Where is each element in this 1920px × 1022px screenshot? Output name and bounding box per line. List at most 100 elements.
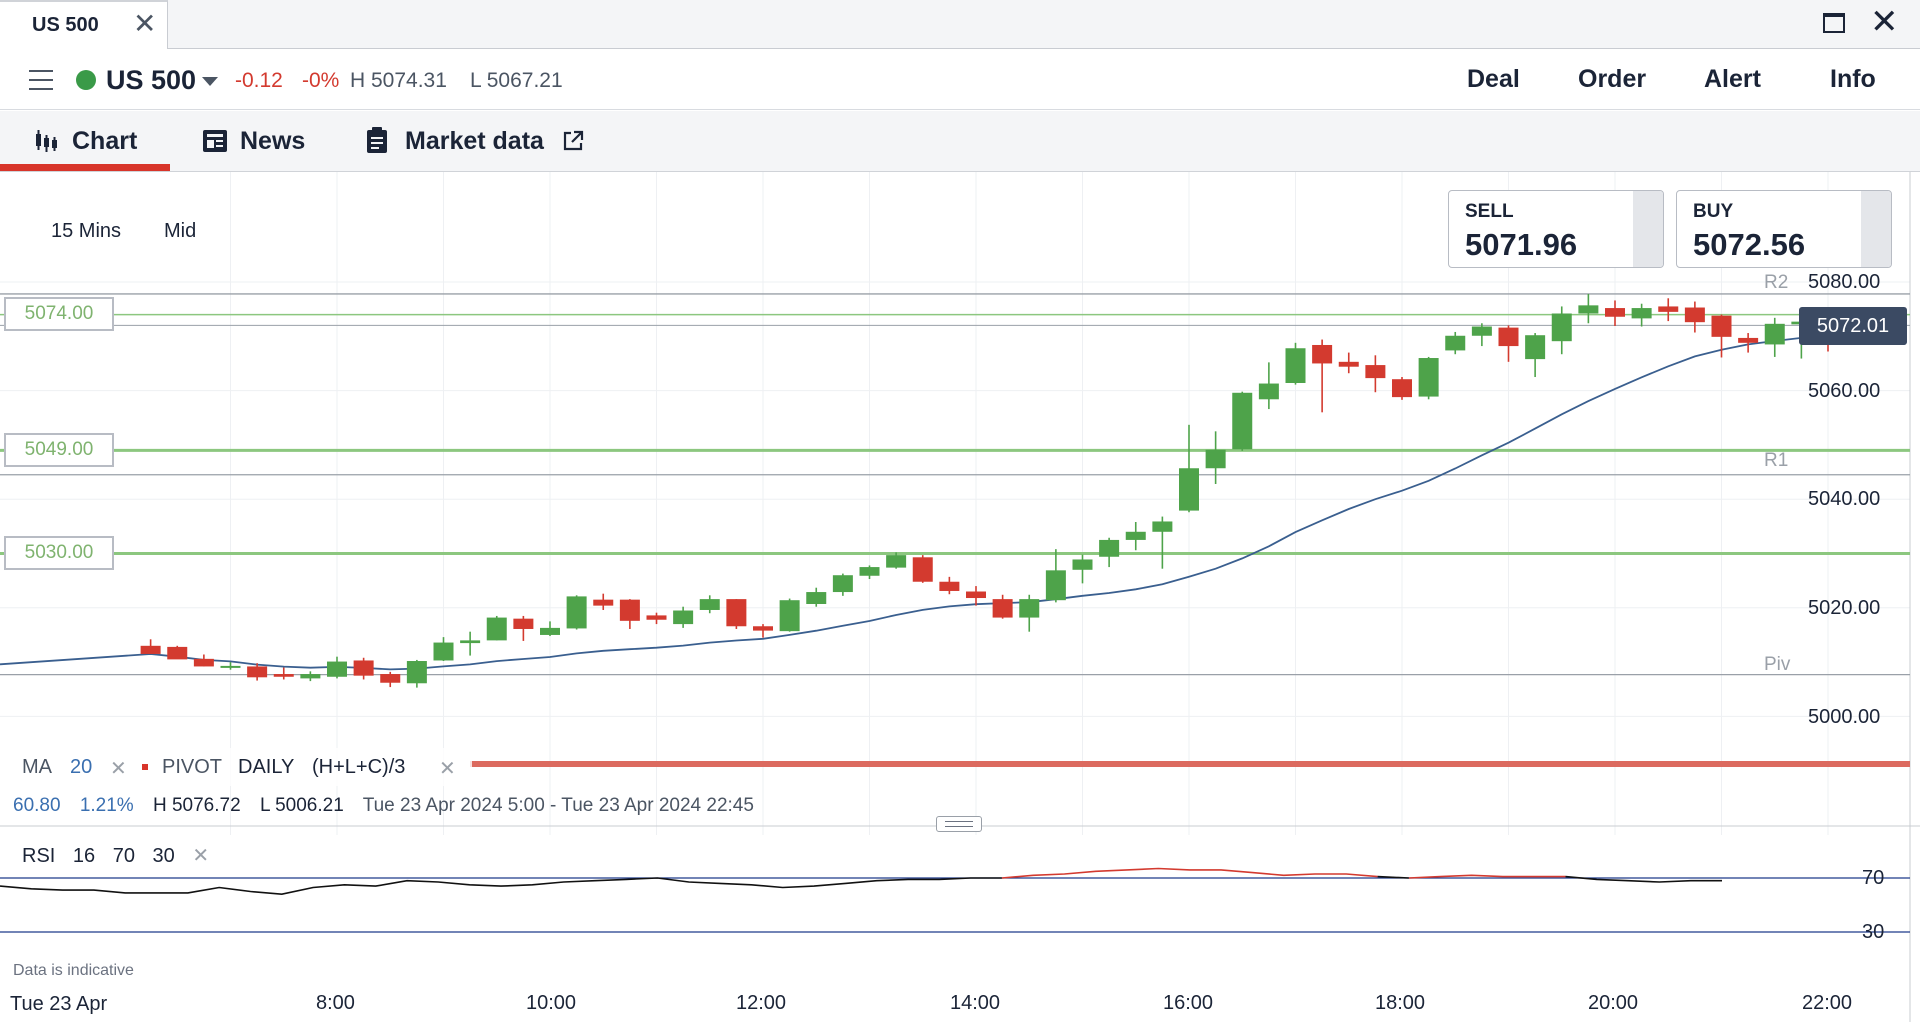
x-axis-label: 16:00 <box>1163 992 1214 1014</box>
rsi-upper[interactable]: 70 <box>112 845 135 867</box>
candle-up <box>1525 335 1546 360</box>
close-window-icon[interactable]: ✕ <box>1870 3 1899 41</box>
remove-ma-icon[interactable]: ✕ <box>110 758 127 780</box>
tab-news-label: News <box>240 127 306 155</box>
price-level-lines <box>0 313 1910 555</box>
chart-stats: 60.80 1.21% H 5076.72 L 5006.21 Tue 23 A… <box>13 795 768 817</box>
candle-down <box>992 599 1013 618</box>
deal-button[interactable]: Deal <box>1467 65 1520 93</box>
tab-chart[interactable]: Chart <box>0 111 170 171</box>
stats-high: H 5076.72 <box>152 795 241 816</box>
moving-average <box>0 335 1829 671</box>
rsi-line <box>1377 875 1409 879</box>
price-change: -0.12 <box>235 69 283 92</box>
candle-up <box>1179 468 1199 511</box>
date-stamp: Tue 23 Apr <box>10 993 112 1016</box>
candle-down <box>753 626 773 631</box>
pivot-formula: (H+L+C)/3 <box>312 756 406 778</box>
candle-up <box>1578 305 1599 314</box>
rsi-label[interactable]: RSI <box>22 845 56 867</box>
candle-down <box>1498 327 1519 347</box>
candle-up <box>566 596 587 629</box>
buy-button[interactable]: BUY 5072.56 <box>1676 190 1892 268</box>
y-axis-label: 5040.00 <box>1808 488 1881 510</box>
candle-down <box>193 658 214 667</box>
rsi-lower[interactable]: 30 <box>152 845 175 867</box>
candle-down <box>1605 308 1625 317</box>
candle-down <box>619 599 640 621</box>
rsi-pane <box>0 867 1910 933</box>
candle-up <box>1152 521 1173 532</box>
chevron-down-icon[interactable] <box>202 77 218 86</box>
candle-down <box>380 674 401 683</box>
tab-chart-label: Chart <box>72 127 138 155</box>
data-disclaimer: Data is indicative <box>13 962 134 979</box>
newspaper-icon <box>203 130 227 152</box>
market-open-status-icon <box>76 70 96 90</box>
candle-down <box>1658 306 1679 312</box>
y-axis-label: 5060.00 <box>1808 380 1881 402</box>
candle-up <box>699 599 720 610</box>
ma-line <box>0 335 1829 671</box>
sell-label: SELL <box>1465 201 1514 222</box>
sell-spread-strip <box>1633 191 1663 267</box>
rsi-line-overbought <box>1408 874 1566 879</box>
y-axis-label: 5000.00 <box>1808 706 1881 728</box>
rsi-period[interactable]: 16 <box>72 845 96 867</box>
buy-label: BUY <box>1693 201 1734 222</box>
candle-up <box>1551 313 1572 342</box>
x-axis-label: 12:00 <box>736 992 787 1014</box>
order-button[interactable]: Order <box>1578 65 1647 93</box>
day-high: H 5074.31 <box>350 69 447 92</box>
candle-up <box>486 617 507 641</box>
pivot-period[interactable]: DAILY <box>238 756 295 778</box>
maximize-icon[interactable] <box>1823 13 1845 33</box>
hamburger-menu-icon[interactable] <box>29 70 53 90</box>
candle-up <box>1418 358 1439 397</box>
candle-down <box>167 646 188 660</box>
sell-button[interactable]: SELL 5071.96 <box>1448 190 1664 268</box>
remove-pivot-icon[interactable]: ✕ <box>439 758 456 780</box>
price-level-chip[interactable]: 5074.00 <box>4 297 114 331</box>
stats-percent: 1.21% <box>79 795 134 816</box>
candlestick-icon <box>36 130 57 152</box>
instrument-window-tab[interactable]: US 500 ✕ <box>0 0 168 49</box>
price-level-chip[interactable]: 5049.00 <box>4 433 114 467</box>
candle-up <box>1072 559 1093 570</box>
rsi-legend: RSI 16 70 30 ✕ <box>22 843 221 868</box>
instrument-name[interactable]: US 500 <box>106 65 197 95</box>
chart-area[interactable] <box>0 172 1920 1022</box>
candle-down <box>1392 379 1412 398</box>
external-link-icon <box>563 130 584 151</box>
alert-button[interactable]: Alert <box>1704 65 1761 93</box>
tab-market-data[interactable]: Market data <box>360 111 600 171</box>
x-axis-label: 22:00 <box>1802 992 1853 1014</box>
candle-up <box>779 600 800 632</box>
price-chart[interactable] <box>0 172 1920 1022</box>
close-tab-icon[interactable]: ✕ <box>133 8 157 39</box>
pivot-indicator-label[interactable]: PIVOT <box>162 756 223 778</box>
day-low: L 5067.21 <box>470 69 563 92</box>
pane-resize-handle[interactable] <box>936 816 982 832</box>
candle-down <box>912 557 933 582</box>
candle-down <box>726 599 747 627</box>
price-type-selector[interactable]: Mid <box>164 220 197 242</box>
ma-indicator-label[interactable]: MA <box>22 756 52 778</box>
candle-up <box>1099 539 1120 557</box>
candle-up <box>859 567 880 576</box>
remove-rsi-icon[interactable]: ✕ <box>192 845 210 867</box>
timeframe-selector[interactable]: 15 Mins <box>51 220 122 242</box>
price-level-chip[interactable]: 5030.00 <box>4 536 114 570</box>
candle-down <box>646 615 667 620</box>
window-tab-title: US 500 <box>32 14 99 36</box>
buy-price: 5072.56 <box>1693 227 1806 262</box>
tab-news[interactable]: News <box>190 111 320 171</box>
candle-down <box>1711 315 1732 337</box>
instrument-header: US 500 -0.12 -0% H 5074.31 L 5067.21 Dea… <box>0 50 1920 110</box>
ma-period[interactable]: 20 <box>70 756 93 778</box>
candle-up <box>406 661 427 684</box>
candle-down <box>966 591 986 599</box>
x-axis-label: 20:00 <box>1588 992 1639 1014</box>
info-button[interactable]: Info <box>1830 65 1876 93</box>
candle-up <box>433 642 454 661</box>
